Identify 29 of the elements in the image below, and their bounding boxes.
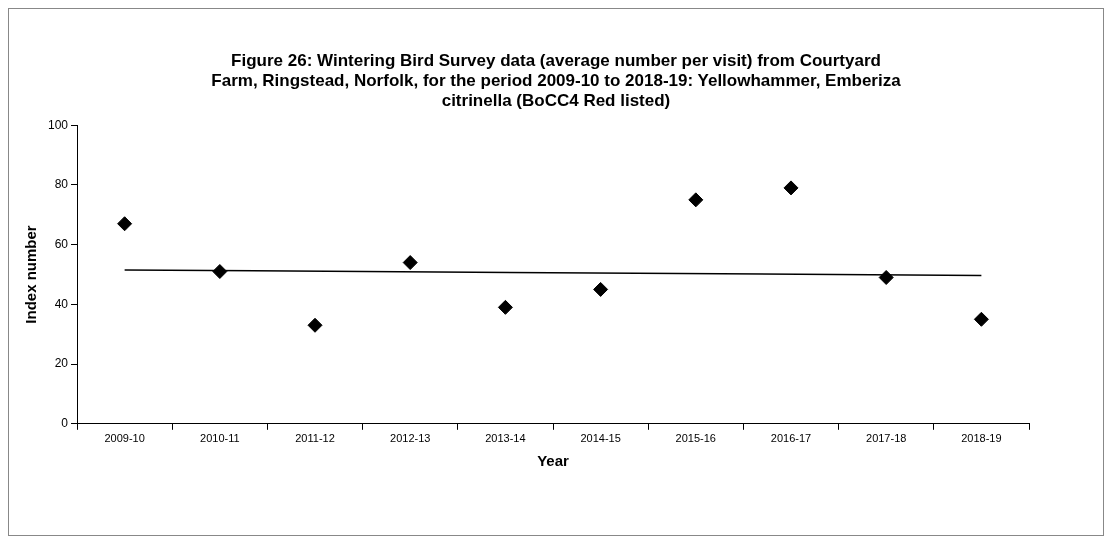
point bbox=[688, 192, 704, 208]
y-tick-label: 80 bbox=[54, 177, 69, 192]
y-axis-title: Index number bbox=[22, 225, 40, 324]
x-tick-label: 2012-13 bbox=[390, 432, 431, 445]
point bbox=[307, 317, 323, 333]
x-tick-label: 2013-14 bbox=[485, 432, 526, 445]
point bbox=[212, 264, 228, 280]
point bbox=[973, 311, 989, 327]
x-tick-label: 2009-10 bbox=[104, 432, 145, 445]
x-tick-label: 2018-19 bbox=[961, 432, 1002, 445]
y-tick-label: 20 bbox=[54, 356, 69, 371]
point bbox=[497, 299, 513, 315]
y-tick-label: 60 bbox=[54, 236, 69, 251]
x-tick-label: 2016-17 bbox=[770, 432, 812, 445]
point bbox=[117, 216, 133, 232]
x-tick-label: 2011-12 bbox=[295, 432, 335, 445]
point bbox=[593, 281, 609, 297]
x-tick-label: 2010-11 bbox=[200, 432, 240, 445]
x-tick-label: 2017-18 bbox=[866, 432, 907, 445]
y-tick-label: 0 bbox=[61, 416, 69, 431]
chart-title: Figure 26: Wintering Bird Survey data (average number per visit) from Courtyard Farm, Ringstead, Norfolk, for the period 2009-10 to 2018-19: Yellowhammer, Emberiza citrinella (BoCC4 Red listed) bbox=[210, 51, 902, 111]
point bbox=[878, 269, 894, 285]
x-tick-label: 2015-16 bbox=[675, 432, 716, 445]
y-tick-label: 100 bbox=[47, 117, 69, 132]
x-tick-label: 2014-15 bbox=[580, 432, 621, 445]
point bbox=[783, 180, 799, 196]
y-tick-label: 40 bbox=[54, 296, 69, 311]
x-axis-title: Year bbox=[537, 452, 570, 470]
point bbox=[402, 255, 418, 271]
